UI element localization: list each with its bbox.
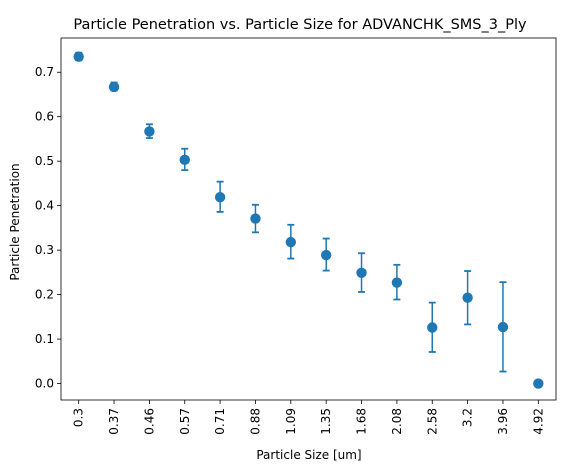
- y-tick-label: 0.0: [35, 377, 54, 391]
- y-tick-label: 0.7: [35, 65, 54, 79]
- y-axis-label: Particle Penetration: [8, 163, 22, 280]
- y-tick-label: 0.4: [35, 199, 54, 213]
- data-point: [462, 292, 473, 303]
- data-point: [533, 378, 544, 389]
- x-tick-label: 0.46: [142, 408, 156, 435]
- x-tick-label: 1.68: [355, 408, 369, 435]
- chart-title: Particle Penetration vs. Particle Size f…: [73, 17, 527, 33]
- x-tick-label: 0.57: [178, 408, 192, 435]
- data-point: [73, 51, 84, 62]
- y-tick-label: 0.2: [35, 288, 54, 302]
- data-point: [320, 249, 332, 261]
- x-tick-label: 0.71: [213, 408, 227, 435]
- x-tick-label: 3.96: [496, 408, 510, 435]
- y-tick-label: 0.1: [35, 332, 54, 346]
- x-tick-label: 0.3: [72, 408, 86, 427]
- x-tick-label: 1.35: [319, 408, 333, 435]
- data-point: [285, 236, 297, 248]
- y-tick-label: 0.5: [35, 154, 54, 168]
- data-point: [497, 321, 509, 333]
- data-point: [427, 322, 438, 333]
- x-tick-label: 0.88: [248, 408, 262, 435]
- x-axis-label: Particle Size [um]: [256, 448, 361, 462]
- y-tick-label: 0.3: [35, 243, 54, 257]
- plot-frame: [60, 37, 557, 401]
- x-tick-label: 1.09: [284, 408, 298, 435]
- data-point: [356, 267, 367, 279]
- data-point: [108, 81, 120, 93]
- x-tick-label: 4.92: [531, 408, 545, 435]
- data-point: [250, 213, 261, 224]
- x-tick-label: 0.37: [107, 408, 121, 435]
- data-point: [144, 126, 155, 137]
- data-point: [179, 154, 190, 166]
- data-point: [391, 277, 403, 288]
- plot-area: 0.0 0.1 0.2 0.3 0.4 0.5 0.6 0.7 0.3 0.37 0.46 0.57 0…: [35, 51, 545, 435]
- data-point: [214, 192, 226, 203]
- y-tick-label: 0.6: [35, 110, 54, 124]
- x-tick-label: 2.58: [425, 408, 439, 435]
- x-tick-label: 2.08: [390, 408, 404, 435]
- x-tick-label: 3.2: [461, 408, 475, 427]
